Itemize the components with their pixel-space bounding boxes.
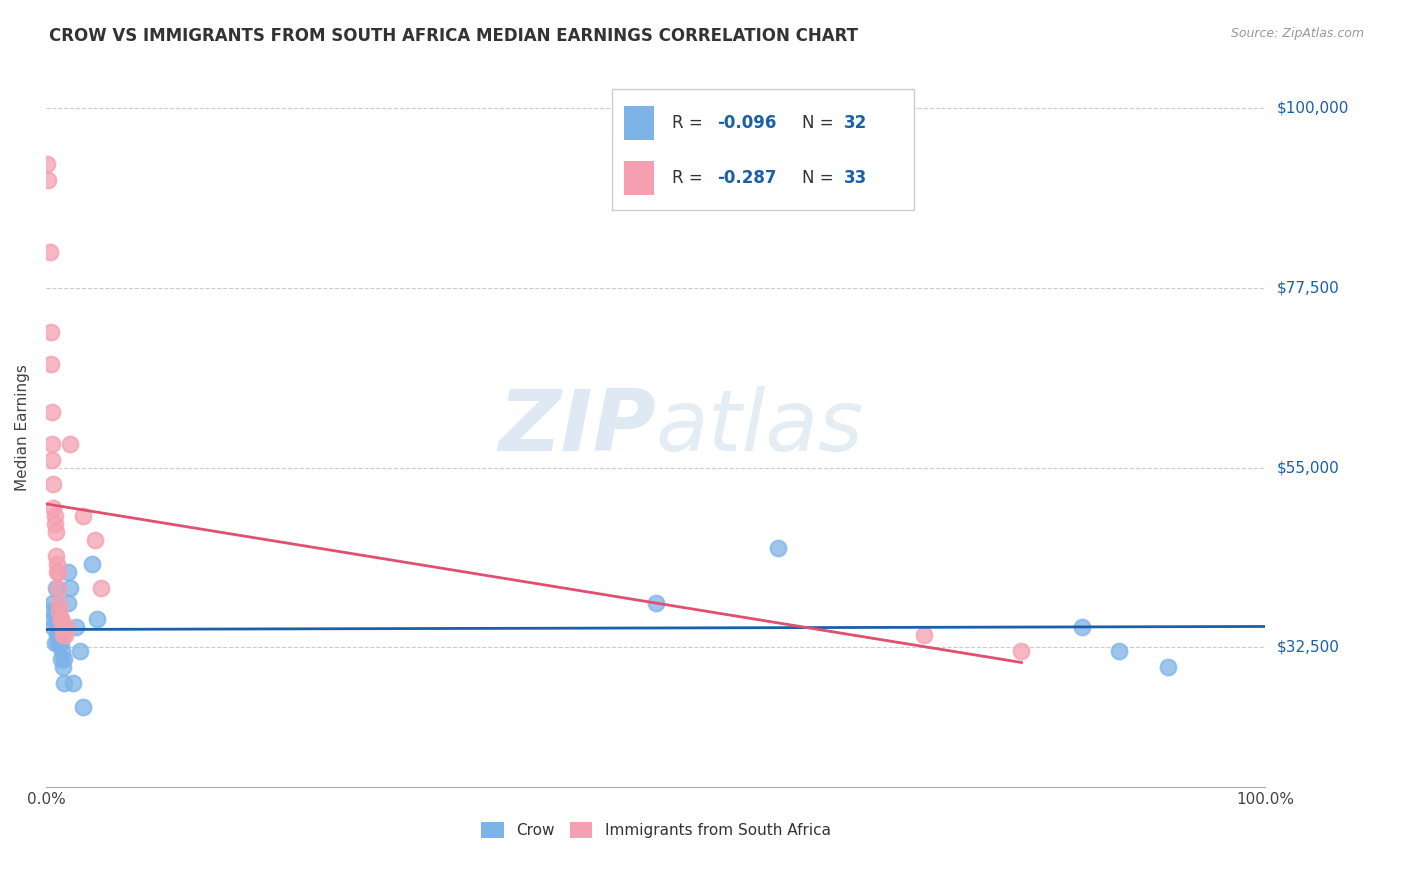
Point: [48, 612, 70, 626]
Point: [62, 676, 84, 690]
Point: [53, 676, 76, 690]
Point: [72, 700, 94, 714]
Point: [46, 581, 69, 595]
Text: atlas: atlas: [655, 386, 863, 469]
Point: [912, 628, 935, 642]
Point: [55, 620, 77, 634]
Point: [41, 452, 63, 467]
Point: [45, 581, 67, 595]
Point: [53, 620, 76, 634]
Point: [38, 245, 60, 260]
Point: [37, 157, 59, 171]
Point: [1157, 660, 1180, 674]
Point: [46, 620, 69, 634]
Text: Source: ZipAtlas.com: Source: ZipAtlas.com: [1230, 27, 1364, 40]
Point: [41, 612, 63, 626]
Text: R =: R =: [672, 169, 709, 187]
Point: [51, 644, 73, 658]
Point: [49, 636, 72, 650]
Text: CROW VS IMMIGRANTS FROM SOUTH AFRICA MEDIAN EARNINGS CORRELATION CHART: CROW VS IMMIGRANTS FROM SOUTH AFRICA MED…: [49, 27, 858, 45]
Text: ZIP: ZIP: [498, 386, 655, 469]
Point: [56, 597, 79, 611]
Point: [72, 508, 94, 523]
Point: [42, 597, 65, 611]
Point: [46, 565, 69, 579]
Point: [53, 652, 76, 666]
Point: [46, 565, 69, 579]
Point: [45, 524, 67, 539]
Bar: [624, 106, 654, 140]
Point: [39, 325, 62, 339]
Point: [1108, 644, 1130, 658]
Point: [51, 620, 73, 634]
Point: [41, 405, 63, 419]
Point: [90, 581, 112, 595]
Legend: Crow, Immigrants from South Africa: Crow, Immigrants from South Africa: [474, 816, 837, 844]
Point: [65, 620, 87, 634]
Point: [38, 605, 60, 619]
Text: $55,000: $55,000: [1277, 460, 1339, 475]
Text: N =: N =: [801, 114, 839, 132]
Point: [766, 541, 789, 555]
Point: [49, 612, 72, 626]
Point: [56, 565, 79, 579]
Bar: [624, 161, 654, 195]
Point: [644, 597, 666, 611]
Point: [46, 557, 69, 571]
Point: [44, 636, 66, 650]
Point: [51, 620, 73, 634]
Point: [69, 644, 91, 658]
Point: [46, 636, 69, 650]
Point: [45, 549, 67, 563]
Text: $100,000: $100,000: [1277, 101, 1348, 116]
Point: [45, 605, 67, 619]
Point: [1011, 644, 1033, 658]
Point: [41, 437, 63, 451]
Point: [42, 476, 65, 491]
Point: [86, 612, 108, 626]
Point: [39, 357, 62, 371]
Point: [83, 533, 105, 547]
Text: $77,500: $77,500: [1277, 281, 1339, 295]
Point: [55, 628, 77, 642]
Point: [48, 605, 70, 619]
Point: [82, 557, 104, 571]
Point: [52, 628, 75, 642]
Point: [46, 612, 69, 626]
Text: 33: 33: [845, 169, 868, 187]
Point: [59, 437, 82, 451]
Point: [49, 652, 72, 666]
Text: -0.287: -0.287: [717, 169, 778, 187]
Point: [44, 508, 66, 523]
Point: [49, 612, 72, 626]
Point: [46, 628, 69, 642]
Point: [44, 516, 66, 531]
Text: N =: N =: [801, 169, 839, 187]
Point: [52, 660, 75, 674]
FancyBboxPatch shape: [612, 89, 914, 210]
Point: [42, 500, 65, 515]
Point: [48, 597, 70, 611]
Text: 32: 32: [845, 114, 868, 132]
Text: $32,500: $32,500: [1277, 640, 1340, 655]
Text: R =: R =: [672, 114, 709, 132]
Point: [1071, 620, 1094, 634]
Point: [59, 581, 82, 595]
Point: [37, 173, 59, 187]
Text: -0.096: -0.096: [717, 114, 776, 132]
Point: [48, 628, 70, 642]
Point: [42, 620, 65, 634]
Y-axis label: Median Earnings: Median Earnings: [15, 365, 30, 491]
